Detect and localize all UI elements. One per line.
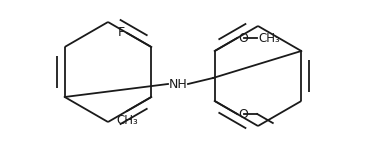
Text: O: O <box>238 108 248 121</box>
Text: O: O <box>238 32 248 44</box>
Text: F: F <box>118 27 125 40</box>
Text: CH₃: CH₃ <box>258 32 280 44</box>
Text: NH: NH <box>169 78 187 90</box>
Text: CH₃: CH₃ <box>116 114 138 127</box>
